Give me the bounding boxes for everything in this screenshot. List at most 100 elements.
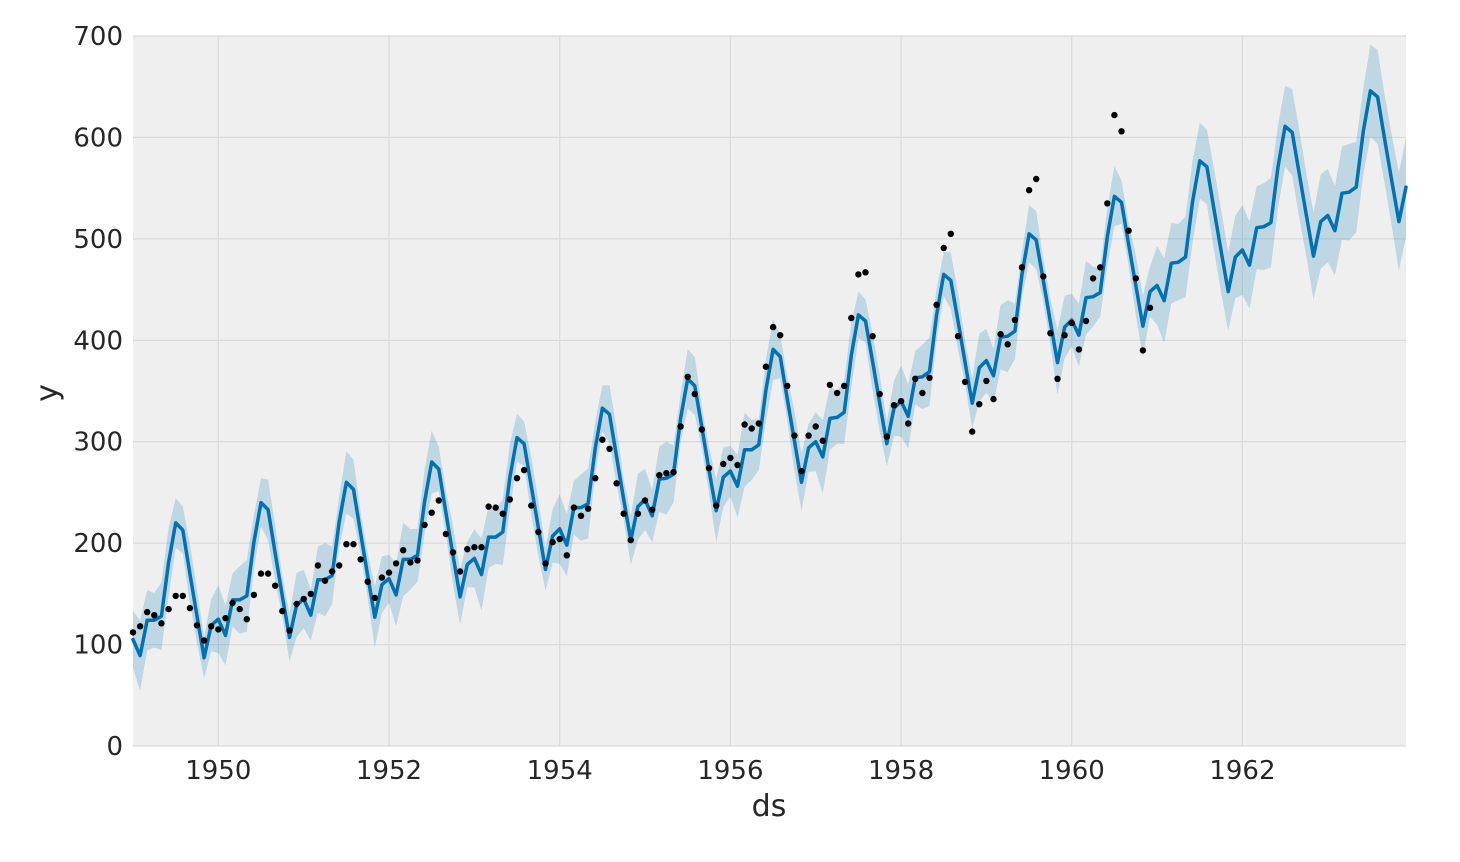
observed-point xyxy=(620,510,627,517)
observed-point xyxy=(1061,332,1068,339)
observed-point xyxy=(954,333,962,340)
observed-point xyxy=(613,480,620,487)
observed-point xyxy=(229,599,236,607)
observed-point xyxy=(912,375,919,382)
observed-point xyxy=(805,432,812,439)
observed-point xyxy=(862,269,869,276)
y-tick-label: 600 xyxy=(73,123,123,153)
observed-point xyxy=(592,475,599,482)
observed-point xyxy=(755,420,762,427)
x-tick-label: 1958 xyxy=(868,756,934,786)
y-tick-label: 200 xyxy=(73,529,123,559)
observed-point xyxy=(144,608,151,616)
observed-point xyxy=(691,390,698,398)
observed-point xyxy=(478,544,485,551)
observed-point xyxy=(599,436,606,443)
observed-point xyxy=(179,592,186,600)
observed-point xyxy=(421,521,428,529)
observed-point xyxy=(734,461,741,469)
observed-point xyxy=(1118,128,1125,135)
observed-point xyxy=(841,382,848,390)
observed-point xyxy=(136,623,144,630)
forecast-line xyxy=(131,89,1408,660)
observed-point xyxy=(905,420,912,427)
y-tick-label: 300 xyxy=(73,428,123,458)
observed-point xyxy=(357,556,364,563)
observed-point xyxy=(997,331,1004,338)
observed-point xyxy=(328,568,336,575)
y-tick-label: 500 xyxy=(73,225,123,255)
gridlines xyxy=(133,35,1406,747)
observed-point xyxy=(1125,227,1132,234)
observed-point xyxy=(812,423,819,430)
observed-point xyxy=(485,503,492,510)
y-tick-label: 700 xyxy=(73,22,123,52)
observed-point xyxy=(286,627,293,634)
observed-point xyxy=(976,401,983,408)
observed-point xyxy=(1047,330,1054,337)
observed-point xyxy=(720,460,727,468)
y-tick-label: 0 xyxy=(106,732,123,762)
observed-point xyxy=(947,230,954,237)
x-tick-label: 1956 xyxy=(697,756,763,786)
observed-point xyxy=(236,605,243,613)
observed-point xyxy=(1040,273,1047,280)
observed-point xyxy=(741,421,748,428)
observed-point xyxy=(748,425,755,432)
x-tick-label: 1954 xyxy=(527,756,593,786)
observed-point xyxy=(321,577,329,584)
observed-point xyxy=(1111,111,1118,119)
observed-point xyxy=(307,590,314,598)
observed-point xyxy=(222,615,229,622)
observed-point xyxy=(279,607,286,615)
observed-point xyxy=(940,244,947,252)
x-tick-labels: 1950 1952 1954 1956 1958 1960 1962 xyxy=(185,756,1275,786)
observed-point xyxy=(1025,187,1033,194)
observed-points xyxy=(129,111,1154,644)
observed-point xyxy=(456,568,464,575)
observed-point xyxy=(200,637,208,644)
observed-point xyxy=(634,510,642,517)
observed-point xyxy=(919,389,926,397)
observed-point xyxy=(1004,341,1011,348)
observed-point xyxy=(1075,346,1083,353)
observed-point xyxy=(542,560,549,567)
observed-point xyxy=(435,497,442,504)
observed-point xyxy=(677,423,684,430)
observed-point xyxy=(215,626,222,633)
x-tick-label: 1962 xyxy=(1209,756,1275,786)
observed-point xyxy=(826,381,834,389)
x-axis-label: ds xyxy=(751,789,787,824)
x-tick-label: 1952 xyxy=(356,756,422,786)
observed-point xyxy=(293,600,300,608)
observed-point xyxy=(428,509,435,516)
observed-point xyxy=(791,432,798,439)
observed-point xyxy=(926,374,933,381)
plot-area xyxy=(133,36,1406,746)
observed-point xyxy=(869,333,876,340)
observed-point xyxy=(990,395,997,403)
y-axis-label: y xyxy=(30,384,65,402)
observed-point xyxy=(670,468,677,476)
observed-point xyxy=(1011,316,1019,324)
observed-point xyxy=(513,475,521,482)
x-tick-label: 1950 xyxy=(185,756,251,786)
observed-point xyxy=(1068,319,1075,327)
observed-point xyxy=(250,591,258,599)
observed-point xyxy=(570,504,578,511)
observed-point xyxy=(769,323,777,331)
observed-point xyxy=(556,535,563,543)
observed-point xyxy=(684,373,691,380)
observed-point xyxy=(449,549,457,556)
observed-point xyxy=(264,570,272,577)
observed-point xyxy=(506,496,514,503)
observed-point xyxy=(698,426,706,433)
observed-point xyxy=(300,595,307,603)
observed-point xyxy=(392,560,400,567)
observed-point xyxy=(784,382,791,390)
y-tick-labels: 0 100 200 300 400 500 600 700 xyxy=(73,22,123,762)
observed-point xyxy=(563,552,570,559)
observed-point xyxy=(378,574,386,581)
observed-point xyxy=(158,620,165,627)
